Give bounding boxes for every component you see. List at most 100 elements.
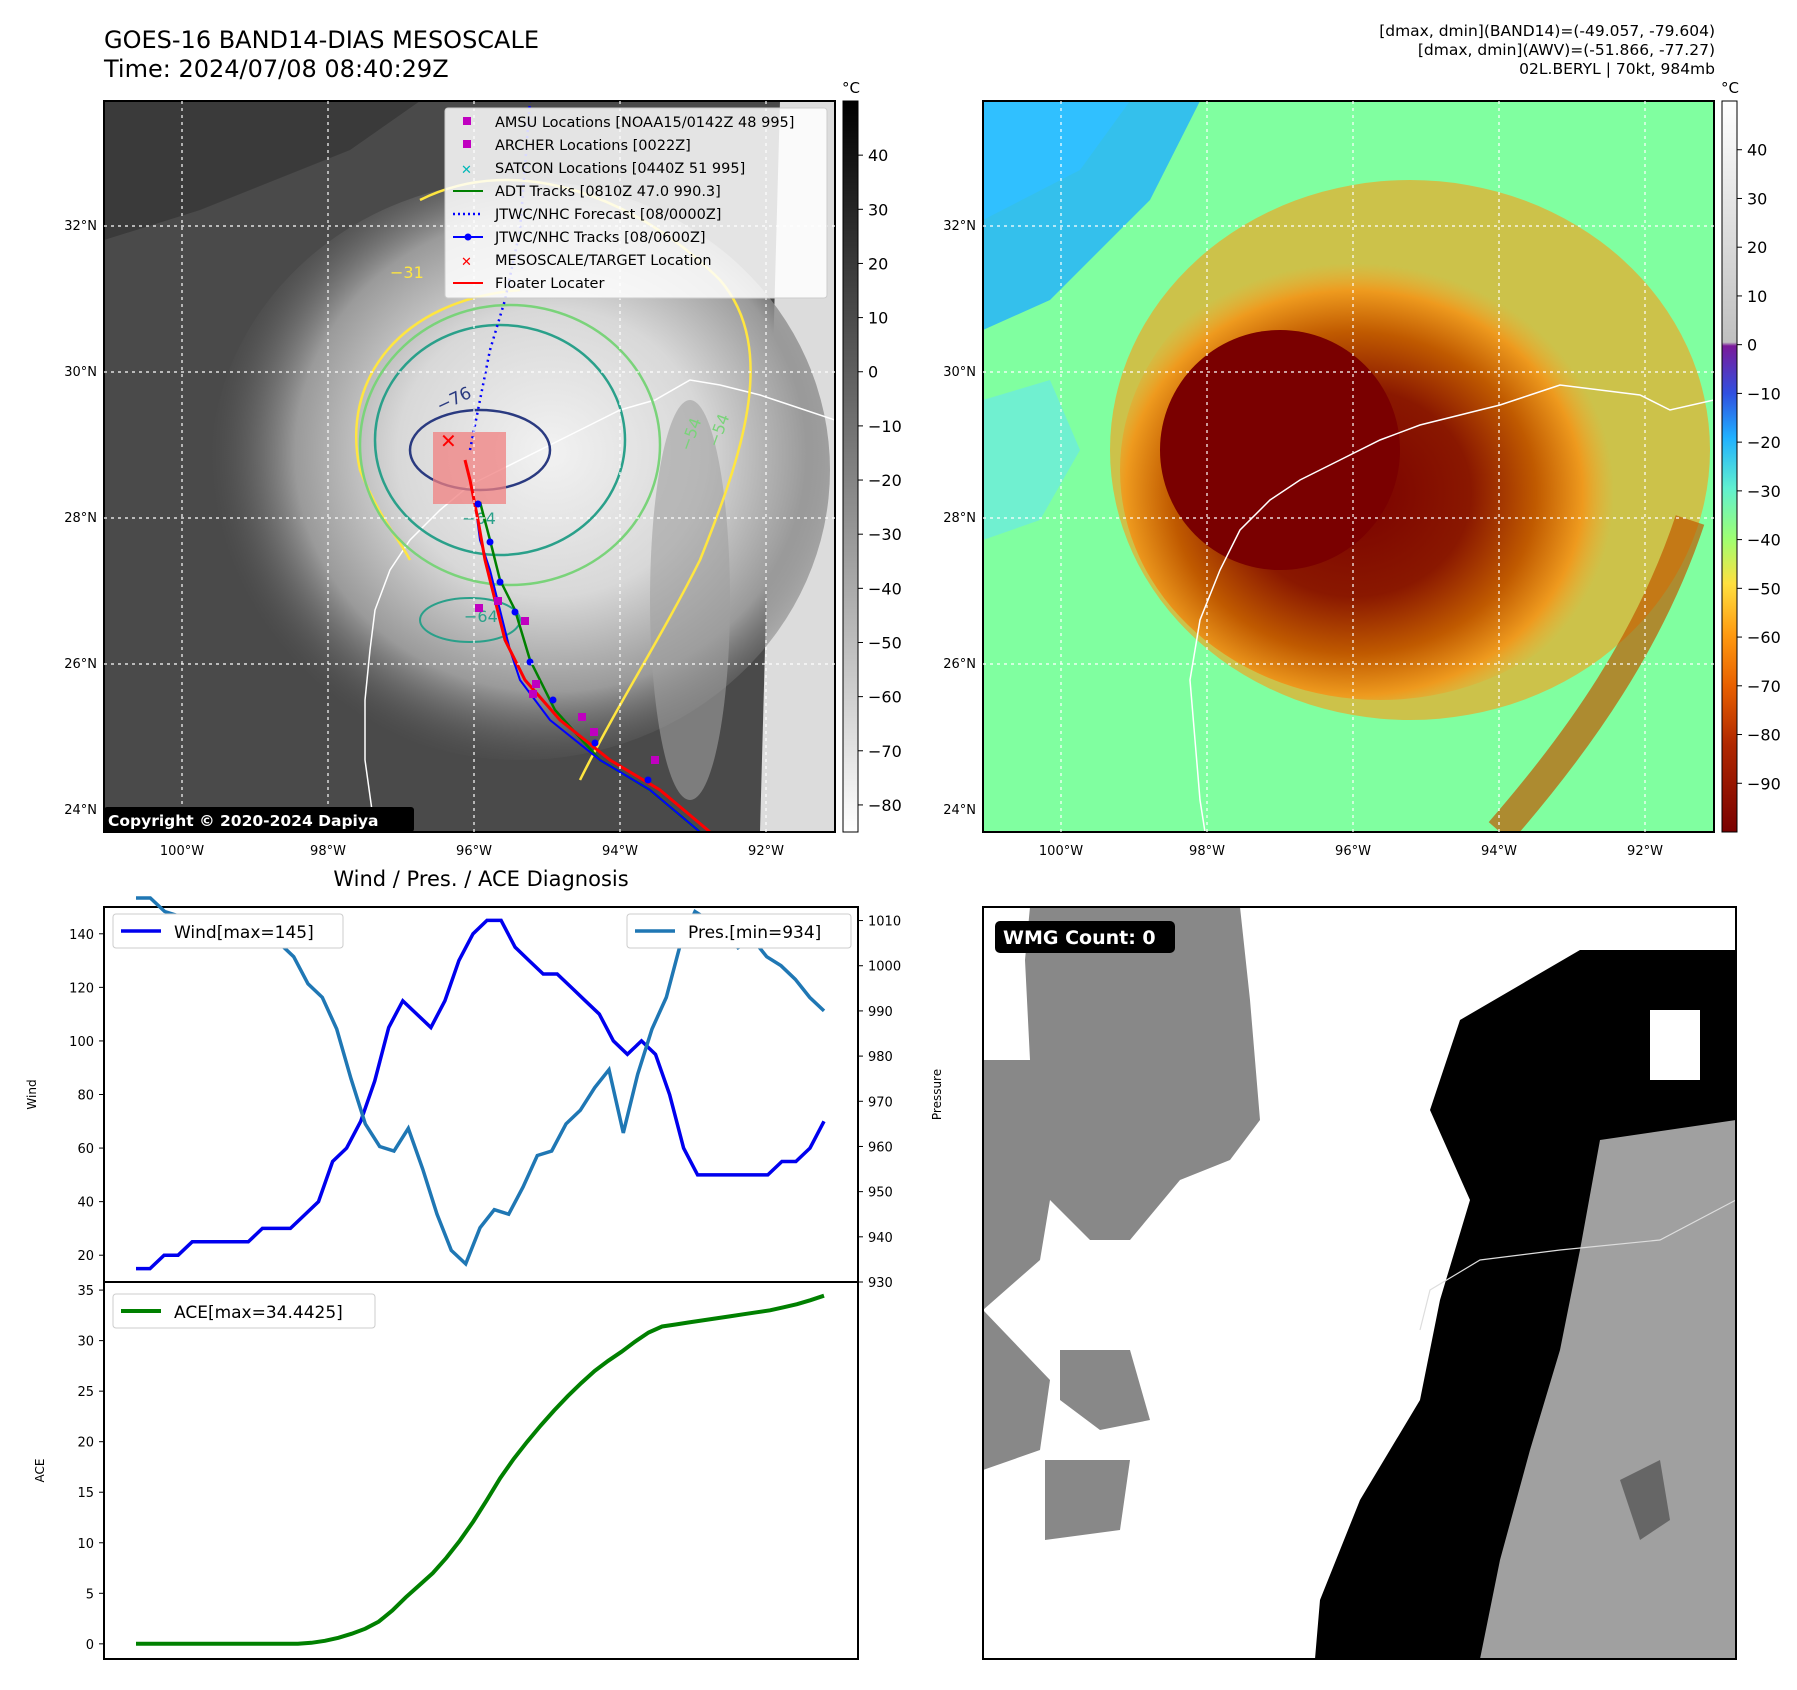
ace-tick-label: 0 <box>86 1638 94 1653</box>
colorbar-tick-label: 30 <box>868 200 888 219</box>
lat-label: 26°N <box>943 657 976 672</box>
figure-title: GOES-16 BAND14-DIAS MESOSCALE Time: 2024… <box>104 26 539 84</box>
legend-box <box>112 1293 376 1329</box>
wmg-gray-west <box>983 907 1260 1310</box>
lat-label: 32°N <box>64 219 97 234</box>
wmg-light-gray <box>1480 1120 1736 1659</box>
colorbar-tick-label: 40 <box>1747 141 1767 160</box>
colorbar-tick-label: −80 <box>1747 726 1781 745</box>
wind-series-line <box>136 918 826 1271</box>
colorbar-tick-label: −80 <box>868 796 902 815</box>
legend-wind-label: Wind[max=145] <box>174 923 314 943</box>
contour-green <box>358 303 662 587</box>
lon-label: 98°W <box>1189 844 1225 859</box>
coastline <box>364 379 835 832</box>
lat-label: 30°N <box>64 365 97 380</box>
lon-label: 92°W <box>1627 844 1663 859</box>
wind-tick-label: 100 <box>69 1035 94 1050</box>
wind-plot-frame <box>103 906 859 1283</box>
colorbar-tick-label: 40 <box>868 146 888 165</box>
legend-archer-marker <box>463 140 471 148</box>
colorbar-tick-label: 10 <box>868 309 888 328</box>
lat-label: 32°N <box>943 219 976 234</box>
storm-info: 02L.BERYL | 70kt, 984mb <box>1519 60 1715 78</box>
colorbar-tick-label: −60 <box>1747 628 1781 647</box>
copyright-badge <box>104 807 414 832</box>
wmg-panel <box>983 907 1736 1659</box>
legend-floater: Floater Locater <box>495 276 604 292</box>
colorbar-tick-label: 20 <box>1747 238 1767 257</box>
lat-label: 26°N <box>64 657 97 672</box>
legend-satcon: SATCON Locations [0440Z 51 995] <box>495 161 745 177</box>
outer-rainband <box>650 400 730 800</box>
ir-map-legend: AMSU Locations [NOAA15/0142Z 48 995] ARC… <box>444 107 828 299</box>
wmg-gray-patch <box>1060 1350 1150 1430</box>
ir-map-lon-labels: 100°W 98°W 96°W 94°W 92°W <box>160 844 784 859</box>
wmg-count-text: WMG Count: 0 <box>1003 927 1156 949</box>
wmg-coastline <box>1419 1199 1736 1331</box>
pressure-tick-label: 1010 <box>868 915 901 930</box>
awv-map-lat-labels: 32°N 30°N 28°N 26°N 24°N <box>943 219 976 818</box>
pressure-axis-label: Pressure <box>930 1069 944 1120</box>
ir-map-frame <box>103 100 836 833</box>
lat-label: 24°N <box>943 803 976 818</box>
pressure-tick-label: 990 <box>868 1005 893 1020</box>
colorbar-tick-label: −10 <box>1747 384 1781 403</box>
colorbar-tick-label: −40 <box>1747 531 1781 550</box>
legend-box <box>112 913 344 949</box>
ace-tick-label: 25 <box>77 1385 94 1400</box>
awv-eye-region <box>1160 330 1400 570</box>
wind-tick-label: 120 <box>69 981 94 996</box>
ace-series-line <box>136 1293 825 1646</box>
ir-map-lat-labels: 32°N 30°N 28°N 26°N 24°N <box>64 219 97 818</box>
moist-region-corner <box>983 101 1130 220</box>
legend-amsu-marker <box>463 117 471 125</box>
awv-map-gridlines <box>983 101 1714 832</box>
awv-stats: [dmax, dmin](AWV)=(-51.866, -77.27) <box>1417 41 1715 59</box>
contour-teal <box>373 323 627 557</box>
lon-label: 98°W <box>310 844 346 859</box>
legend-archer: ARCHER Locations [0022Z] <box>495 138 691 154</box>
wind-pressure-chart: 20 40 60 80 100 120 140 930 940 950 960 970 980 990 10… <box>25 896 944 1291</box>
wmg-dark-patch <box>1620 1460 1670 1540</box>
pressure-tick-label: 940 <box>868 1231 893 1246</box>
pressure-tick-label: 970 <box>868 1095 893 1110</box>
stats-block: [dmax, dmin](BAND14)=(-49.057, -79.604) … <box>1379 22 1715 79</box>
legend-jtwc: JTWC/NHC Tracks [08/0600Z] <box>494 230 706 246</box>
lat-label: 30°N <box>943 365 976 380</box>
awv-colorbar-unit: °C <box>1721 79 1739 97</box>
lon-label: 94°W <box>1481 844 1517 859</box>
colorbar-tick-label: 30 <box>1747 189 1767 208</box>
awv-map-panel <box>983 101 1714 832</box>
ace-tick-label: 35 <box>77 1284 94 1299</box>
colorbar-tick-label: 20 <box>868 254 888 273</box>
legend-forecast: JTWC/NHC Forecast [08/0000Z] <box>494 207 721 223</box>
colorbar-tick-label: −30 <box>1747 482 1781 501</box>
colorbar-tick-label: −70 <box>1747 677 1781 696</box>
ace-tick-label: 10 <box>77 1537 94 1552</box>
lon-label: 96°W <box>456 844 492 859</box>
colorbar-tick-label: −10 <box>868 417 902 436</box>
colorbar-tick-label: −50 <box>868 633 902 652</box>
contour-label: −64 <box>464 607 498 626</box>
colorbar-tick-label: −20 <box>868 471 902 490</box>
awv-map-frame <box>982 100 1715 833</box>
legend-amsu: AMSU Locations [NOAA15/0142Z 48 995] <box>495 115 794 131</box>
awv-patch <box>983 380 1080 540</box>
jtwc-track-points <box>474 500 652 784</box>
ir-colorbar-unit: °C <box>842 79 860 97</box>
lon-label: 92°W <box>748 844 784 859</box>
legend-target-marker: ✕ <box>461 255 472 270</box>
pressure-tick-label: 1000 <box>868 960 901 975</box>
awv-rainband <box>1488 515 1705 832</box>
wind-tick-label: 60 <box>77 1142 94 1157</box>
diagnosis-title: Wind / Pres. / ACE Diagnosis <box>333 867 628 891</box>
pressure-tick-label: 960 <box>868 1140 893 1155</box>
colorbar-tick-label: −60 <box>868 688 902 707</box>
colorbar-tick-label: −20 <box>1747 433 1781 452</box>
colorbar-tick-label: −90 <box>1747 774 1781 793</box>
lon-label: 100°W <box>1039 844 1083 859</box>
ace-tick-label: 5 <box>86 1587 94 1602</box>
lon-label: 100°W <box>160 844 204 859</box>
floater-locater-line <box>463 459 711 832</box>
